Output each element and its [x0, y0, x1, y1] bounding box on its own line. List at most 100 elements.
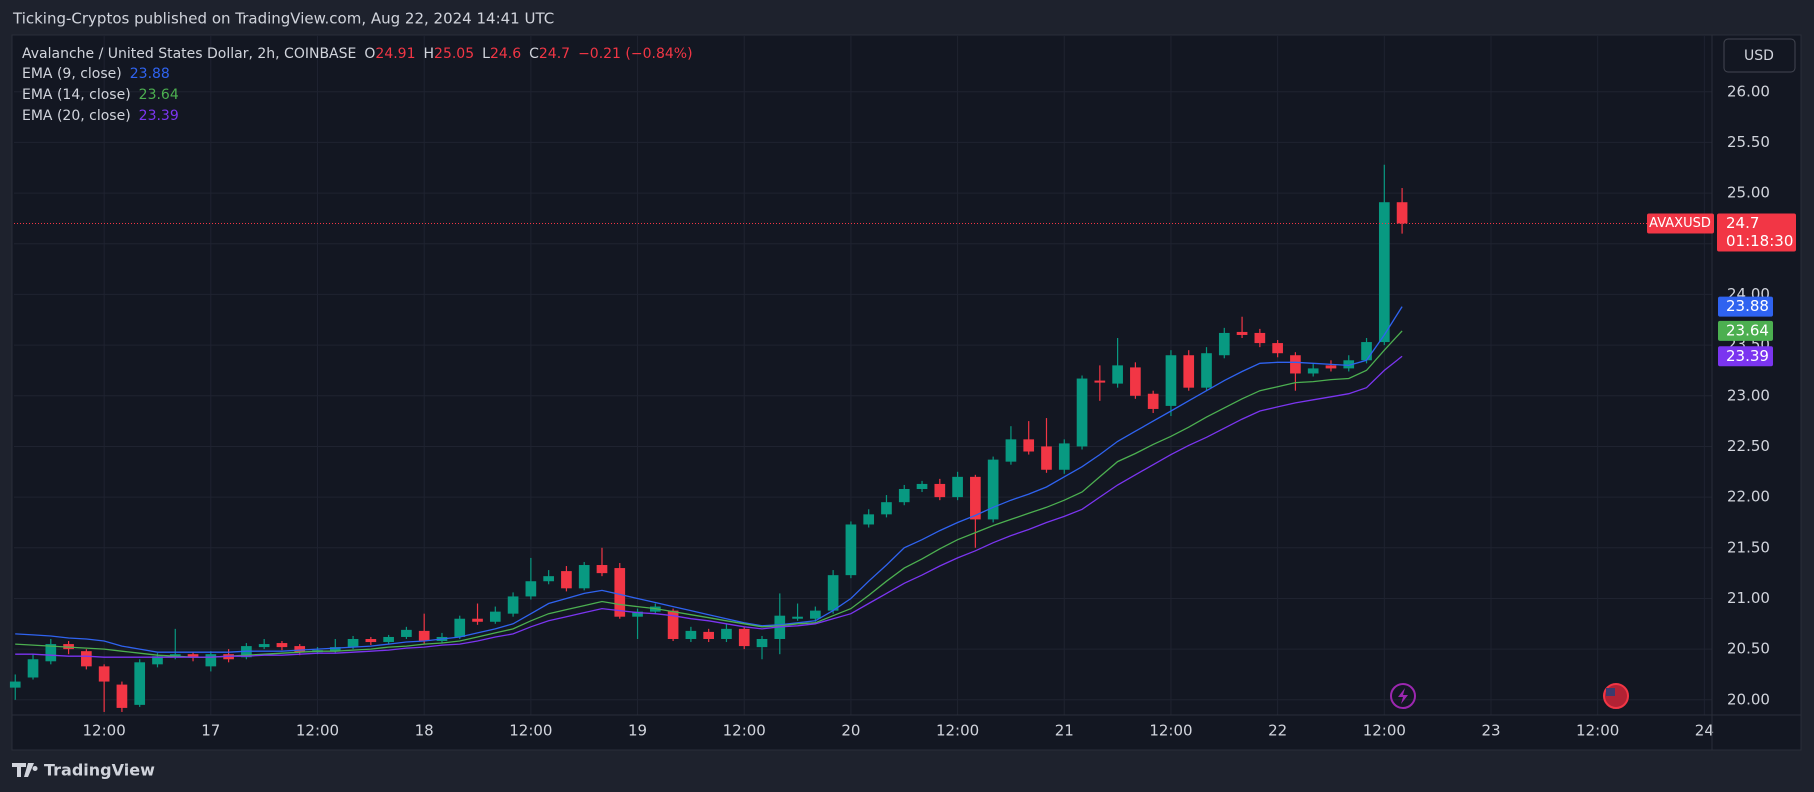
candle-body	[916, 483, 928, 490]
candle-body	[792, 616, 803, 619]
y-tick-label: 25.50	[1727, 133, 1770, 151]
candle-body	[489, 611, 501, 622]
x-tick-label: 22	[1268, 722, 1287, 740]
candle-body	[1165, 355, 1177, 406]
candle-body	[454, 618, 466, 637]
x-tick-label: 17	[201, 722, 220, 740]
o-prefix: O	[364, 46, 375, 62]
x-tick-label: 19	[628, 722, 647, 740]
plot: 12:00 17 12:00 18 12:00 19 12:00 20 12:00 21 12:00…	[9, 35, 1714, 740]
y-tick-label: 20.50	[1727, 640, 1770, 658]
candle-body	[1307, 368, 1319, 374]
legend-entry: EMA (14, close) 23.64	[22, 87, 179, 103]
candle-body	[667, 610, 679, 639]
currency[interactable]: USD	[1744, 48, 1774, 64]
candle-body	[1396, 202, 1408, 224]
legend-symbol: Avalanche / United States Dollar, 2h, CO…	[22, 46, 693, 62]
ema-tag	[1718, 296, 1773, 317]
legend-entry: EMA (20, close) 23.39	[22, 108, 179, 124]
candle-body	[1343, 360, 1355, 369]
legend-name: EMA (14, close)	[22, 87, 131, 103]
candle-body	[881, 502, 892, 515]
x-tick-label: 20	[841, 722, 860, 740]
ema-tag-label: 23.88	[1726, 297, 1769, 315]
candle-body	[98, 666, 110, 682]
candle-body	[187, 654, 199, 658]
brand-logo	[12, 763, 38, 777]
candle-body	[970, 476, 981, 520]
event-icon[interactable]	[1390, 683, 1416, 709]
candle-body	[1147, 393, 1159, 409]
lightning	[1398, 688, 1408, 704]
legend: Avalanche / United States Dollar, 2h, CO…	[22, 46, 693, 124]
candle-body	[987, 459, 999, 520]
candle-body	[45, 644, 57, 662]
candle-body	[934, 483, 946, 498]
x-tick-label: 23	[1481, 722, 1500, 740]
l-value: 24.6	[490, 46, 521, 62]
candle-body	[365, 638, 377, 643]
candle-body	[258, 644, 270, 648]
candle-body	[1183, 355, 1195, 388]
candle-body	[1041, 446, 1052, 470]
price-axis: 20.0020.5021.0021.5022.0022.5023.0023.50…	[1647, 82, 1796, 708]
symbol-tag-label: AVAXUSD	[1649, 216, 1711, 231]
price-tag	[1717, 213, 1796, 252]
candle-body	[1005, 439, 1017, 462]
candle-body	[205, 654, 217, 667]
legend-entry: EMA (9, close) 23.88	[22, 66, 170, 82]
y-tick-label: 22.50	[1727, 437, 1770, 455]
countdown: 01:18:30	[1726, 232, 1793, 250]
symbol-tag	[1647, 213, 1714, 234]
candle-body	[756, 638, 768, 648]
x-tick-label: 12:00	[509, 722, 552, 740]
candle-body	[1325, 365, 1337, 369]
candle-body	[685, 630, 697, 639]
candle-body	[561, 571, 572, 589]
candle-body	[134, 662, 146, 705]
h-value: 25.05	[434, 46, 474, 62]
x-tick-label: 21	[1055, 722, 1074, 740]
candle-body	[703, 631, 715, 639]
candle-body	[1272, 343, 1283, 354]
candle-body	[9, 681, 21, 688]
candle-body	[845, 524, 857, 576]
x-tick-label: 12:00	[936, 722, 979, 740]
change: −0.21 (−0.84%)	[578, 46, 692, 62]
candle-body	[401, 629, 412, 637]
y-tick-label: 25.00	[1727, 184, 1770, 202]
ema-tag-label: 23.64	[1726, 321, 1769, 339]
x-tick-label: 12:00	[1576, 722, 1619, 740]
candle-body	[898, 489, 910, 503]
legend-value: 23.64	[139, 87, 179, 103]
brand: TradingView	[44, 761, 155, 780]
candle-body	[1218, 332, 1230, 356]
ema-tag-label: 23.39	[1726, 347, 1769, 365]
x-tick-label: 12:00	[1149, 722, 1192, 740]
y-tick-label: 21.50	[1727, 538, 1770, 556]
candle-body	[525, 581, 537, 597]
candle-body	[329, 647, 341, 652]
candle-body	[1236, 331, 1248, 335]
candle-body	[578, 565, 590, 589]
candle-body	[543, 576, 554, 582]
candle-body	[721, 628, 732, 639]
candle-body	[81, 651, 92, 667]
candle-body	[1201, 353, 1212, 388]
candle-body	[347, 638, 359, 648]
candle-body	[1254, 332, 1266, 344]
o-value: 24.91	[375, 46, 415, 62]
candle-body	[1290, 355, 1301, 374]
l-prefix: L	[482, 46, 490, 62]
y-tick-label: 20.00	[1727, 690, 1770, 708]
candle-body	[152, 656, 163, 665]
currency-button[interactable]	[1723, 38, 1796, 73]
candle-body	[596, 565, 608, 574]
y-tick-label: 26.00	[1727, 82, 1770, 100]
y-tick-label: 21.00	[1727, 589, 1770, 607]
candle-body	[614, 568, 626, 617]
candle-body	[27, 659, 39, 678]
x-tick-label: 12:00	[296, 722, 339, 740]
x-tick-label: 12:00	[1363, 722, 1406, 740]
